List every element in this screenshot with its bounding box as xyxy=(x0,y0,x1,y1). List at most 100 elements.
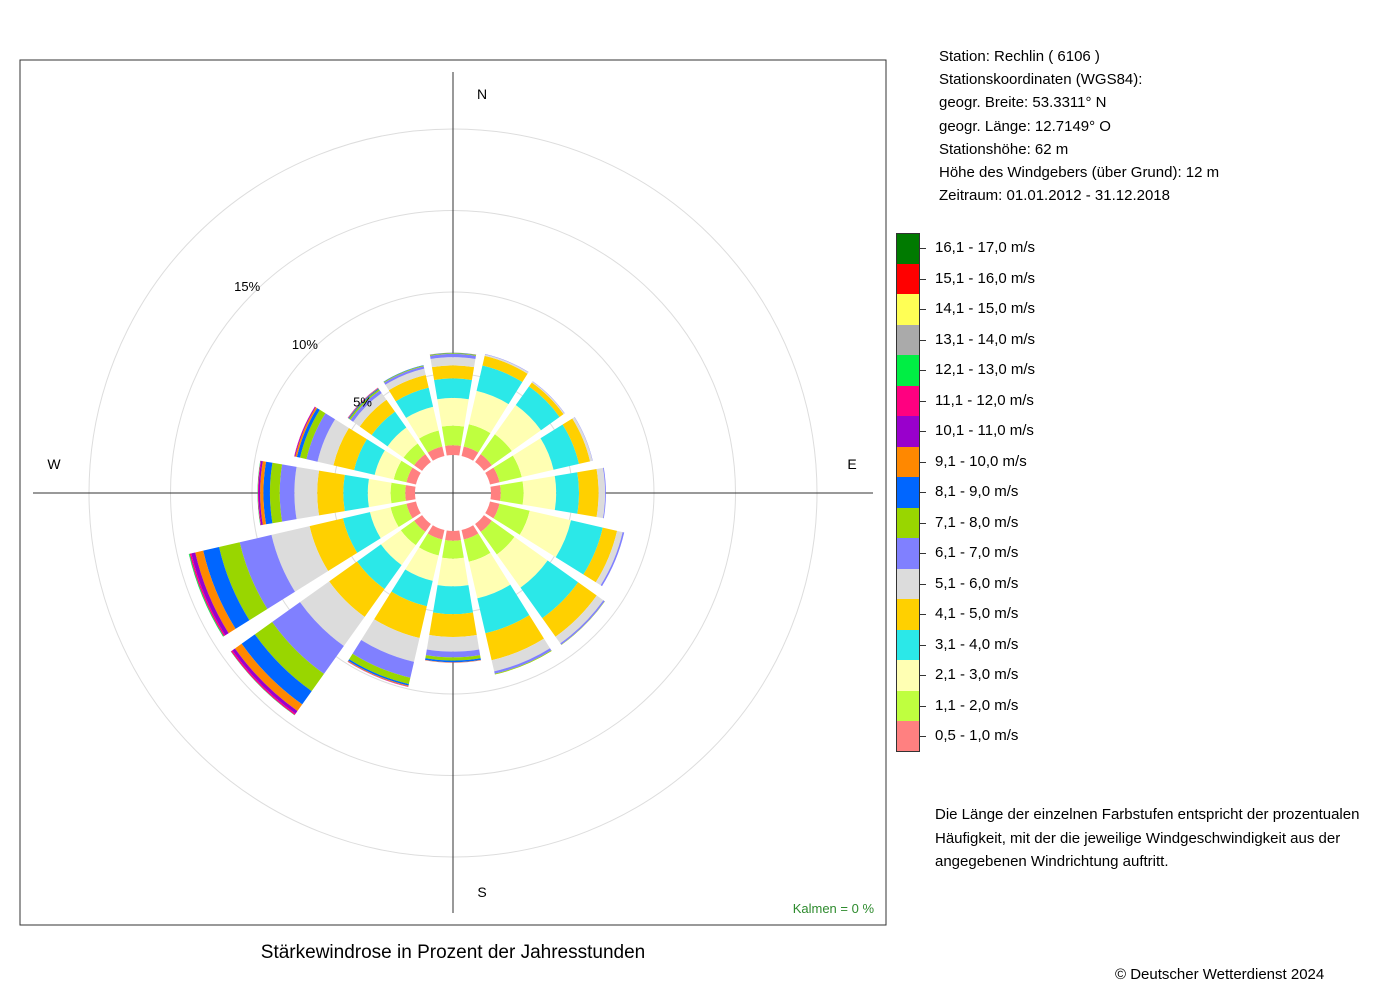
legend-tick xyxy=(920,736,926,737)
legend-label: 0,5 - 1,0 m/s xyxy=(935,727,1019,744)
sector-s-class-11 xyxy=(424,660,482,663)
legend-tick xyxy=(920,675,926,676)
legend-label: 2,1 - 3,0 m/s xyxy=(935,666,1019,683)
sector-wsw-class-6 xyxy=(271,526,329,592)
sector-nw-class-6 xyxy=(353,393,387,427)
sector-wsw-class-11 xyxy=(191,552,229,636)
legend-swatch xyxy=(896,355,920,386)
sector-ne-class-6 xyxy=(531,381,565,415)
sector-nw-class-7 xyxy=(350,390,382,422)
sector-wnw-class-10 xyxy=(295,407,318,457)
ring-label-5: 5% xyxy=(353,395,372,410)
legend-tick xyxy=(920,705,926,707)
sector-e-class-3 xyxy=(522,475,557,511)
legend-swatch xyxy=(896,294,920,325)
sector-ssw-class-2 xyxy=(419,533,443,556)
legend-swatch xyxy=(896,507,920,538)
sector-s-class-1 xyxy=(445,530,461,541)
sector-ssw-class-3 xyxy=(405,547,439,581)
sector-ese-class-2 xyxy=(493,503,530,535)
anemometer-height: Höhe des Windgebers (über Grund): 12 m xyxy=(939,164,1220,182)
sector-e-class-4 xyxy=(554,472,580,514)
legend-tick xyxy=(920,492,926,493)
legend-swatch xyxy=(896,446,920,477)
sector-ese-class-5 xyxy=(583,527,618,583)
legend-label: 14,1 - 15,0 m/s xyxy=(935,300,1036,317)
legend-tick xyxy=(920,431,926,432)
sector-nw-class-3 xyxy=(387,427,418,458)
sector-wsw-class-9 xyxy=(203,547,250,629)
sector-sse-class-5 xyxy=(485,615,544,661)
sector-e-class-2 xyxy=(500,481,524,505)
sector-sw-class-5 xyxy=(329,561,385,617)
sector-sw-class-7 xyxy=(272,602,344,674)
chart-title: Stärkewindrose in Prozent der Jahresstun… xyxy=(260,942,646,963)
legend-tick xyxy=(920,614,926,615)
sector-sw-class-9 xyxy=(241,634,312,705)
station-latitude: geogr. Breite: 53.3311° N xyxy=(939,94,1107,112)
sector-n-class-7 xyxy=(430,353,476,360)
sector-nnw-class-8 xyxy=(383,365,424,383)
station-coordinates-label: Stationskoordinaten (WGS84): xyxy=(939,71,1143,89)
sector-ene-class-4 xyxy=(540,424,579,470)
legend-label: 7,1 - 8,0 m/s xyxy=(935,513,1019,531)
legend-swatch xyxy=(896,568,920,599)
sector-wsw-class-2 xyxy=(390,503,413,527)
legend-swatch xyxy=(896,721,920,752)
legend-tick xyxy=(920,583,926,585)
sector-wsw-class-12 xyxy=(189,553,226,637)
sector-wnw-class-1 xyxy=(406,467,421,485)
sector-ssw-class-6 xyxy=(361,619,420,662)
sector-n-class-4 xyxy=(434,378,472,400)
direction-label-w: W xyxy=(47,456,61,472)
legend-swatch xyxy=(896,629,920,660)
sector-wsw-class-5 xyxy=(309,518,358,572)
sector-wnw-class-5 xyxy=(333,427,367,471)
ring-label-10: 10% xyxy=(292,337,318,352)
sector-wsw-class-7 xyxy=(239,534,295,610)
legend-label: 10,1 - 11,0 m/s xyxy=(935,422,1034,439)
sector-se-class-2 xyxy=(480,520,515,555)
copyright-text: © Deutscher Wetterdienst 2024 xyxy=(1115,966,1325,983)
sector-nne-class-3 xyxy=(468,390,509,434)
sector-wnw-class-2 xyxy=(393,460,413,483)
sector-ne-class-3 xyxy=(494,405,541,452)
sector-n-class-8 xyxy=(429,353,477,356)
sector-sw-class-4 xyxy=(357,544,402,589)
legend-label: 4,1 - 5,0 m/s xyxy=(935,605,1019,622)
sector-nw-class-4 xyxy=(371,411,407,447)
sector-se-class-4 xyxy=(520,560,579,619)
sector-ne-class-1 xyxy=(475,454,492,471)
ring-label-15: 15% xyxy=(234,279,260,294)
sector-se-class-6 xyxy=(555,595,604,644)
sector-nnw-class-7 xyxy=(384,366,425,385)
sector-w-class-8 xyxy=(269,462,283,524)
sector-nne-class-6 xyxy=(484,354,529,374)
sector-ssw-class-7 xyxy=(352,639,415,678)
sector-nnw-class-4 xyxy=(395,387,434,418)
sector-wnw-class-4 xyxy=(354,439,385,475)
sector-sw-class-3 xyxy=(380,530,416,566)
station-name: Station: Rechlin ( 6106 ) xyxy=(939,48,1100,65)
sector-ne-class-4 xyxy=(515,386,560,431)
sector-w-class-5 xyxy=(317,470,345,516)
plot-frame xyxy=(19,59,887,926)
sector-s-class-10 xyxy=(425,659,481,663)
sector-s-class-7 xyxy=(425,649,481,658)
sector-nnw-class-2 xyxy=(419,430,443,453)
sector-wnw-class-6 xyxy=(317,419,349,466)
sector-wsw-class-10 xyxy=(195,550,236,634)
sector-sse-class-3 xyxy=(468,552,511,599)
legend-swatch xyxy=(896,477,920,508)
sector-sse-class-2 xyxy=(463,533,491,562)
sector-sw-class-2 xyxy=(400,520,426,546)
sector-wsw-class-3 xyxy=(369,507,399,539)
sector-w-class-7 xyxy=(279,464,297,522)
sector-nnw-class-1 xyxy=(427,446,445,461)
sector-sw-class-11 xyxy=(232,648,298,714)
sector-n-class-5 xyxy=(431,365,475,380)
sector-n-class-6 xyxy=(430,357,476,368)
sector-ese-class-1 xyxy=(485,501,500,519)
sector-se-class-5 xyxy=(542,582,597,637)
legend-label: 15,1 - 16,0 m/s xyxy=(935,269,1036,287)
